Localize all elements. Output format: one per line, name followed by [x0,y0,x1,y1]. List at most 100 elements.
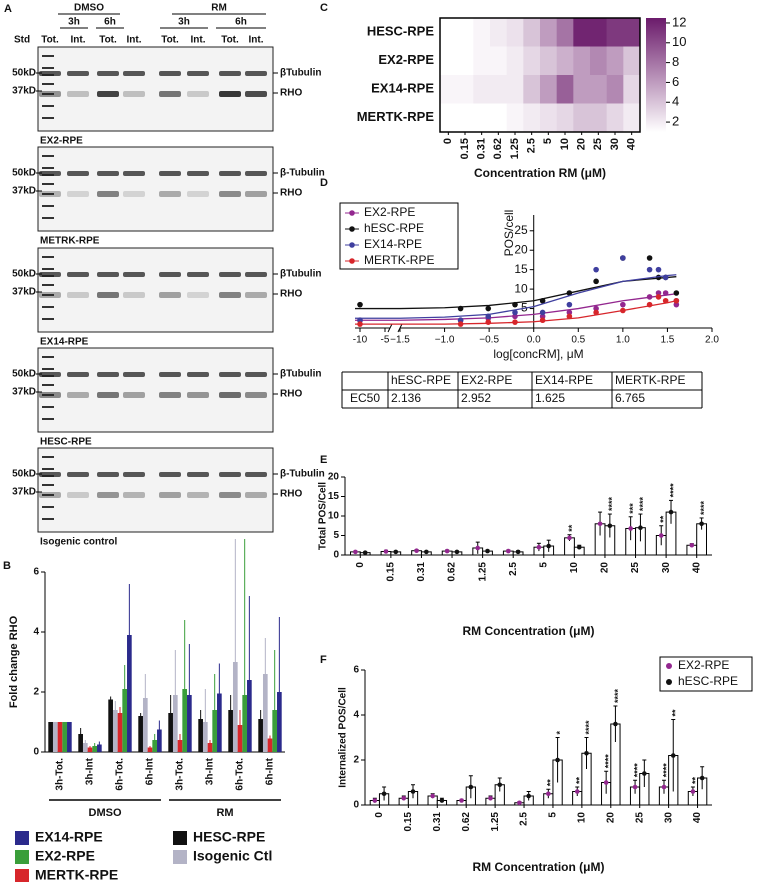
mean-dot [485,548,490,554]
data-point [593,305,599,312]
tubulin-band [97,372,119,377]
tubulin-band [67,372,89,377]
x-tick-label: 6h-Tot. [115,758,126,791]
bar [198,719,203,752]
rho-band [159,392,181,398]
x-tick-label: 20 [600,562,611,574]
time-label: 3h [68,17,80,28]
legend-label: EX14-RPE [364,237,422,251]
panel-letter: B [3,560,11,572]
y-tick-label: 4 [33,627,39,638]
tubulin-band [123,472,145,477]
kd-marker: 37kD [12,387,36,398]
mean-dot [546,791,551,797]
ladder-band [42,93,54,95]
legend-marker [666,663,672,669]
time-label: 6h [235,17,247,28]
significance: **** [604,754,614,769]
mean-dot [430,793,435,799]
blot-image [37,46,274,132]
bar [267,738,273,752]
group-label: RM [216,807,233,819]
table-header: EX14-RPE [535,373,593,387]
colorbar-tick-label: 10 [672,34,686,49]
heat-cell [590,46,607,76]
heat-cell [506,103,524,133]
data-point [620,307,626,314]
x-tick-label: -5 [381,335,390,346]
tubulin-band [159,171,181,176]
tubulin-band [187,372,209,377]
table-header: EX2-RPE [461,373,512,387]
heat-cell [473,18,491,47]
y-axis-label: Internalized POS/Cell [338,687,349,788]
ladder-band [42,418,54,420]
tubulin-band [219,171,241,176]
mean-dot [638,525,643,530]
heat-cell [440,75,457,104]
heat-cell [456,18,474,47]
data-point [646,294,653,300]
data-point [539,297,546,304]
heat-cell [573,75,591,104]
fit-curve [355,293,677,321]
rho-band [187,392,209,398]
tubulin-band [67,472,89,477]
rho-band [39,191,61,197]
mean-dot [444,548,450,554]
x-tick-label: −0.5 [479,335,499,346]
mean-dot [574,789,580,794]
data-point [539,309,546,316]
data-point [646,301,653,308]
legend-marker [349,242,355,248]
data-point [485,319,492,325]
bar [272,710,278,752]
bar [127,635,132,752]
x-tick-label: 0.62 [447,562,458,582]
mean-dot [526,793,531,799]
x-tick-label: 25 [630,562,641,574]
legend-box [339,202,459,270]
legend-label: HESC-RPE [193,829,265,845]
ladder-band [42,193,54,195]
rho-band [245,492,267,498]
band-label: β-Tubulin [280,168,325,179]
y-tick-label: 0 [333,550,339,561]
x-tick-label: 6h-Int [265,757,276,785]
data-point [673,301,680,308]
heat-cell [540,46,557,76]
mean-dot [468,784,474,790]
tubulin-band [39,272,61,277]
x-tick-label: 0.62 [492,138,504,159]
ladder-band [42,183,54,185]
bar [182,689,188,752]
blot-caption: EX14-RPE [40,337,89,348]
heat-cell [556,46,574,76]
x-tick-label: 1.25 [509,138,521,159]
bar [122,689,128,752]
data-point [566,290,573,296]
rho-band [67,91,89,97]
tubulin-band [123,71,145,76]
lane-label: Int. [127,35,142,46]
data-point [662,297,669,304]
data-point [662,274,669,281]
table-header: MERTK-RPE [615,373,685,387]
x-tick-label: 25 [592,138,604,150]
legend-label: hESC-RPE [364,221,424,235]
fit-curve [355,276,677,310]
heat-cell [540,103,557,133]
data-point [620,255,626,261]
data-point [485,313,492,320]
data-point [593,278,599,285]
data-point [593,266,599,273]
kd-marker: 37kD [12,487,36,498]
rho-band [67,392,89,398]
fit-curve [355,274,677,319]
bar [138,716,143,752]
mean-dot [410,789,416,794]
bar [62,722,68,752]
x-axis-label: RM Concentration (μM) [473,860,605,874]
bar [97,744,102,752]
x-tick-label: 1.25 [477,562,488,582]
